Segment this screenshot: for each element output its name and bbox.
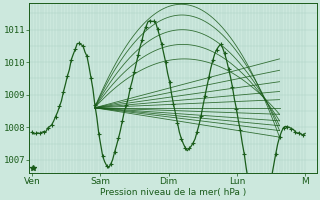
X-axis label: Pression niveau de la mer( hPa ): Pression niveau de la mer( hPa ) <box>100 188 246 197</box>
